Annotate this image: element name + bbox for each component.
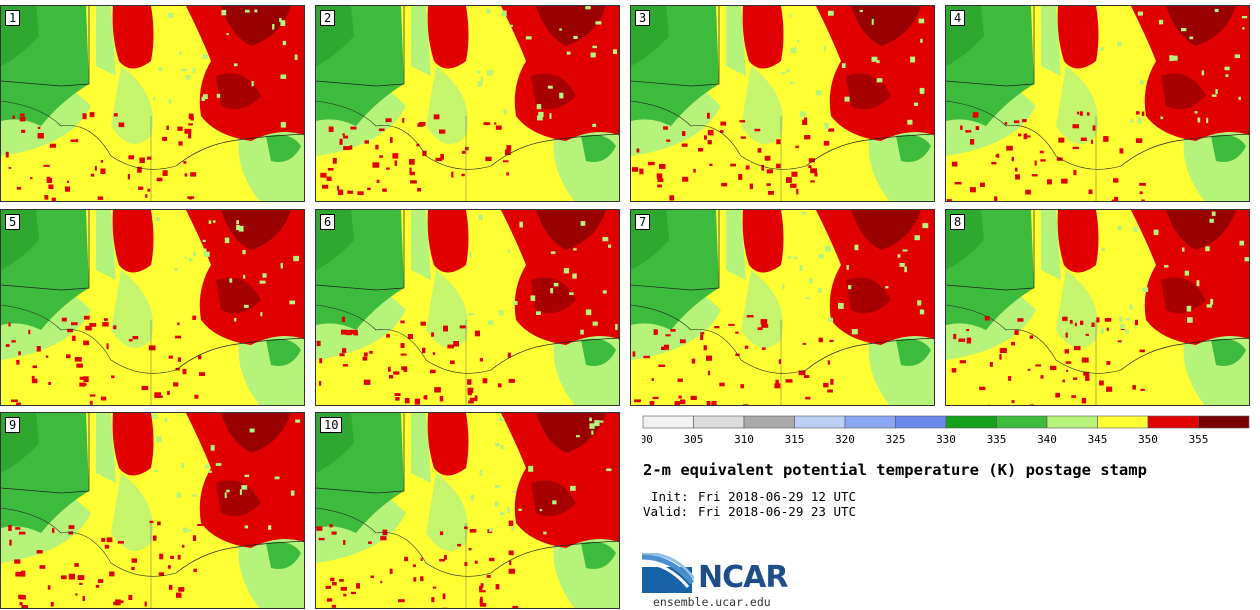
colorbar-tick-label: 345 (1088, 433, 1108, 446)
stamp-panel-5: 5 (0, 209, 305, 406)
colorbar-tick-label: 305 (684, 433, 704, 446)
theta-e-map (631, 6, 934, 201)
theta-e-map (1, 210, 304, 405)
colorbar-tick-label: 315 (785, 433, 805, 446)
ncar-logo-icon (642, 553, 694, 593)
site-url: ensemble.ucar.edu (653, 595, 771, 609)
colorbar-tick-label: 310 (734, 433, 754, 446)
theta-e-map (946, 6, 1249, 201)
panel-label: 3 (635, 10, 651, 26)
colorbar-swatch (945, 415, 997, 429)
colorbar-swatch (642, 415, 694, 429)
colorbar-swatch (693, 415, 745, 429)
theta-e-map (1, 6, 304, 201)
colorbar-swatch (794, 415, 846, 429)
colorbar-swatch (996, 415, 1048, 429)
theta-e-map (946, 210, 1249, 405)
panel-label: 6 (320, 214, 336, 230)
stamp-panel-7: 7 (630, 209, 935, 406)
panel-label: 9 (5, 417, 21, 433)
theta-e-map (316, 413, 619, 608)
panel-label: 4 (950, 10, 966, 26)
panel-label: 2 (320, 10, 336, 26)
theta-e-map (631, 210, 934, 405)
theta-e-map (1, 413, 304, 608)
panel-label: 5 (5, 214, 21, 230)
colorbar-tick-label: 300 (642, 433, 653, 446)
stamp-panel-2: 2 (315, 5, 620, 202)
stamp-panel-1: 1 (0, 5, 305, 202)
colorbar-swatch (1147, 415, 1199, 429)
colorbar: 300 305 310 315 320 325 330 335 340 345 350 355 (642, 415, 1250, 446)
stamp-panel-8: 8 (945, 209, 1250, 406)
colorbar-tick-label: 355 (1189, 433, 1209, 446)
colorbar-swatch (895, 415, 947, 429)
colorbar-tick-label: 320 (835, 433, 855, 446)
plot-title: 2-m equivalent potential temperature (K)… (643, 461, 1147, 479)
colorbar-swatch (1198, 415, 1250, 429)
theta-e-map (316, 210, 619, 405)
colorbar-swatch (743, 415, 795, 429)
stamp-panel-4: 4 (945, 5, 1250, 202)
colorbar-swatch (1046, 415, 1098, 429)
panel-label: 7 (635, 214, 651, 230)
stamp-panel-10: 10 (315, 412, 620, 609)
colorbar-tick-label: 330 (936, 433, 956, 446)
colorbar-swatch (1097, 415, 1149, 429)
theta-e-map (316, 6, 619, 201)
stamp-panel-6: 6 (315, 209, 620, 406)
ncar-logo-text: NCAR (698, 560, 788, 595)
init-time: Fri 2018-06-29 12 UTC (698, 489, 857, 504)
valid-label: Valid: (643, 504, 689, 519)
colorbar-tick-label: 335 (987, 433, 1007, 446)
colorbar-swatch (844, 415, 896, 429)
colorbar-tick-label: 340 (1037, 433, 1057, 446)
colorbar-tick-label: 350 (1138, 433, 1158, 446)
stamp-panel-3: 3 (630, 5, 935, 202)
valid-time: Fri 2018-06-29 23 UTC (698, 504, 857, 519)
panel-label: 1 (5, 10, 21, 26)
panel-label: 8 (950, 214, 966, 230)
init-label: Init: (651, 489, 689, 504)
colorbar-tick-label: 325 (886, 433, 906, 446)
panel-label: 10 (320, 417, 343, 433)
stamp-panel-9: 9 (0, 412, 305, 609)
